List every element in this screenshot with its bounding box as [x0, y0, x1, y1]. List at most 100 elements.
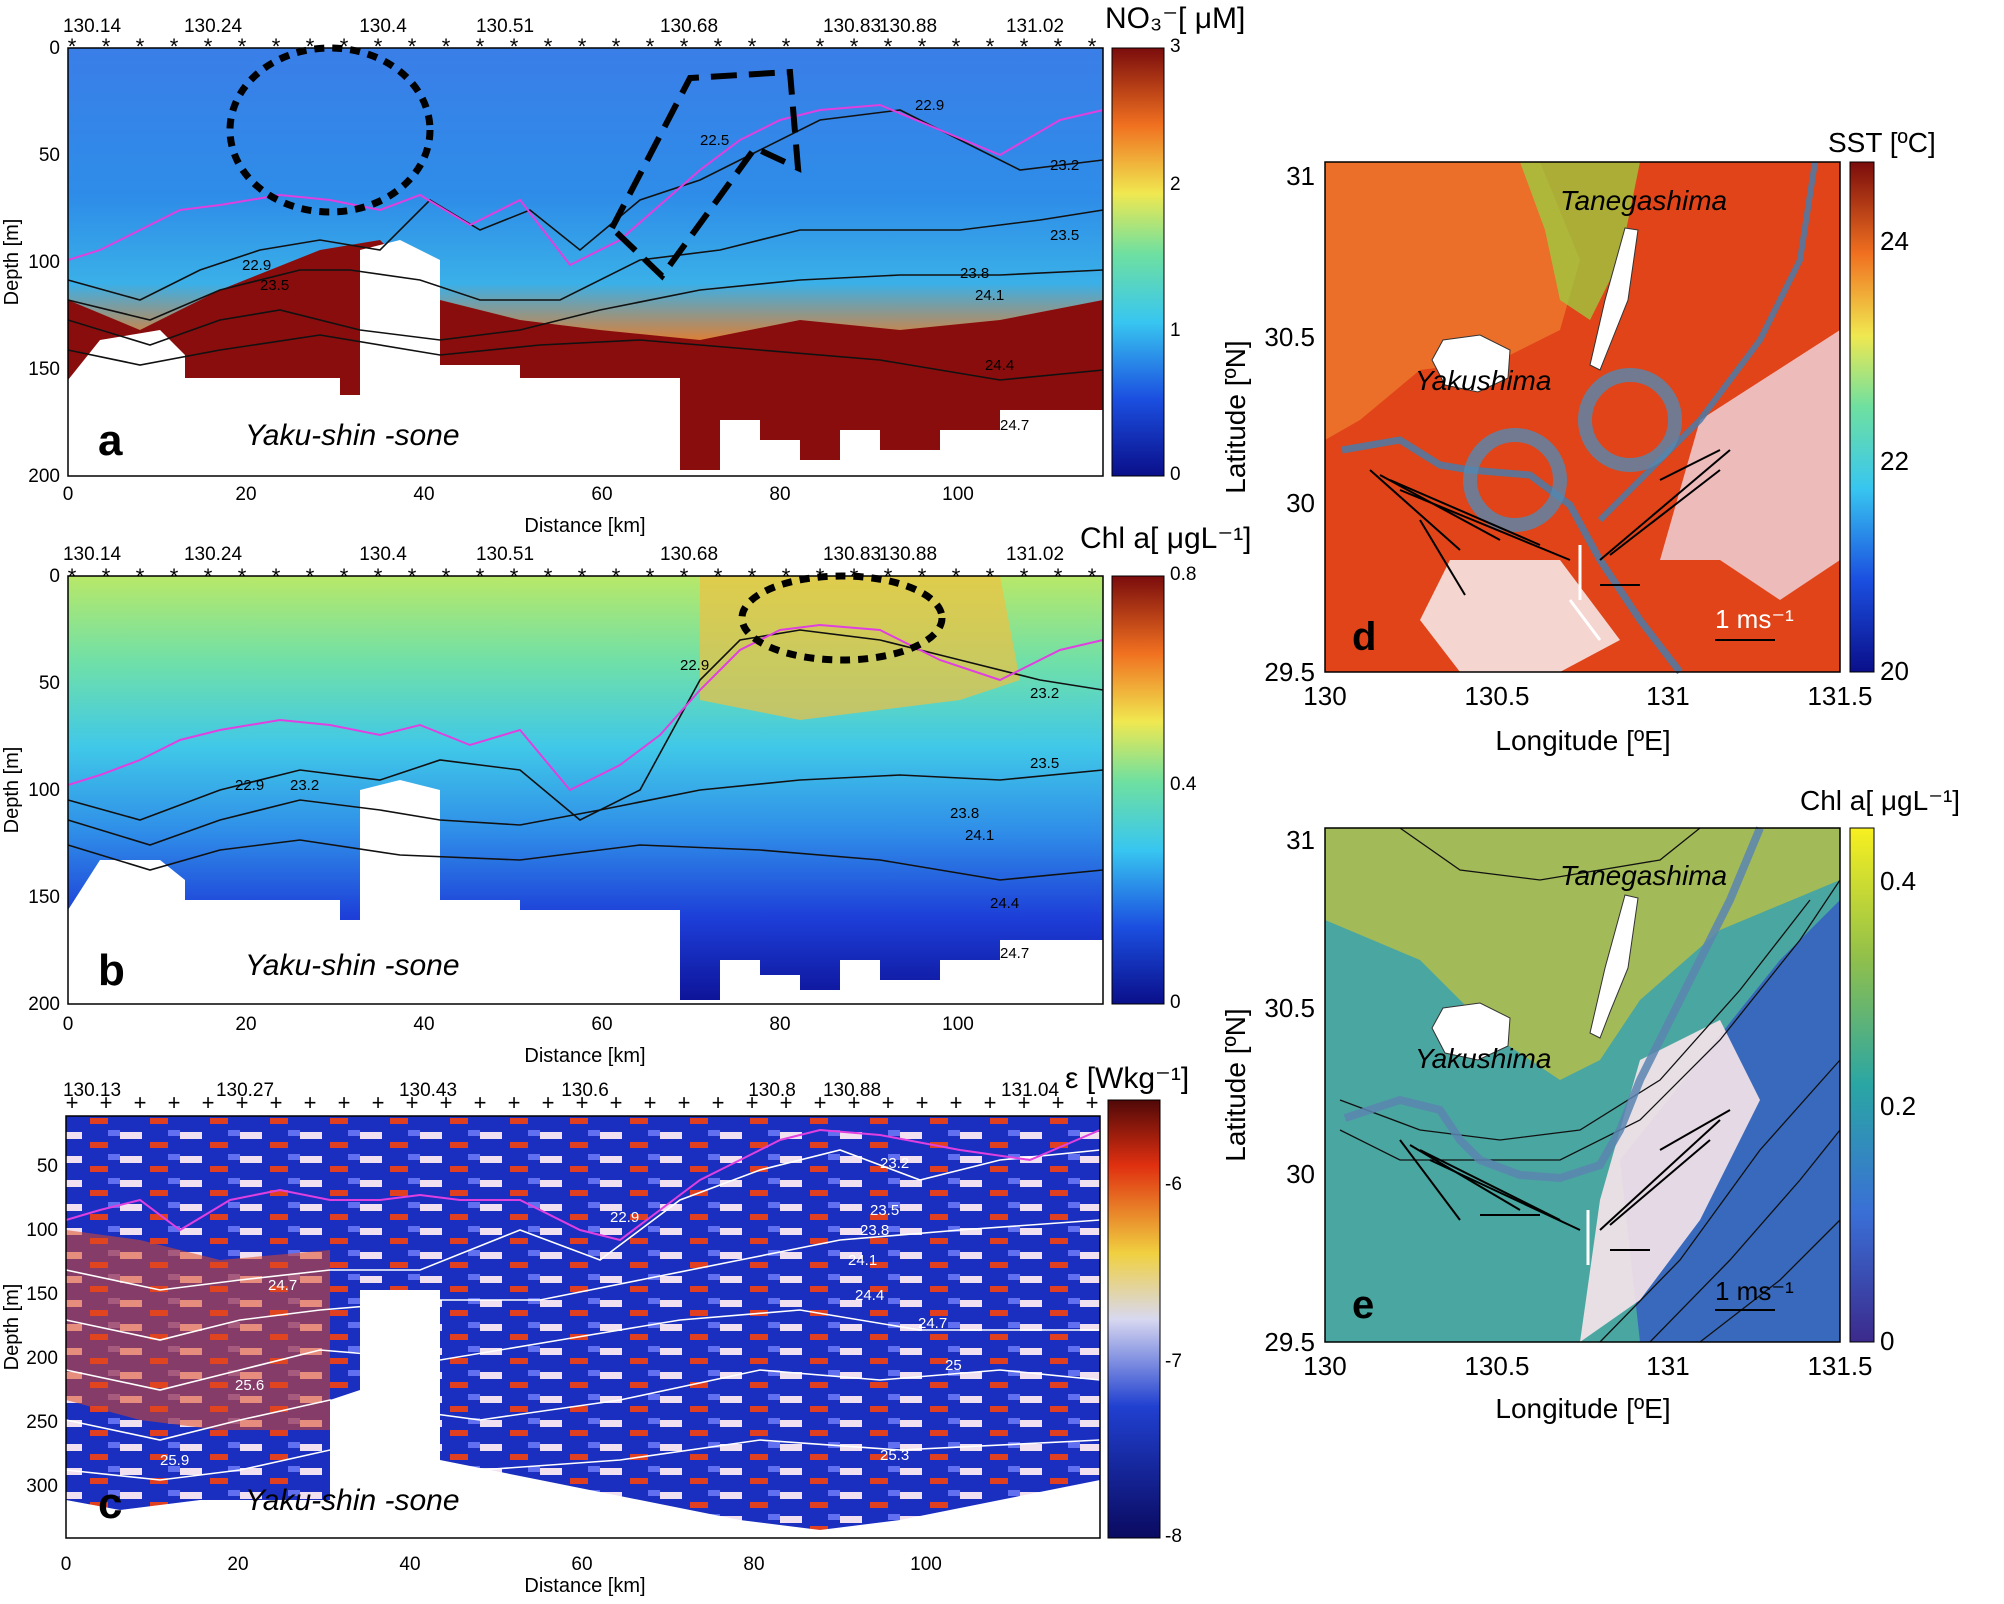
panel-e-y-tick: 30.5 — [1264, 993, 1315, 1023]
panel-e: Tanegashima Yakushima 1 ms⁻¹ e Longitude… — [1220, 785, 1960, 1424]
panel-d-kuroshio-path — [1341, 436, 1683, 675]
panel-c-station-marker: + — [916, 1090, 929, 1115]
panel-a-station-marker: * — [442, 34, 451, 59]
panel-c-station-marker: + — [304, 1090, 317, 1115]
panel-c-top-tick: 130.43 — [399, 1080, 457, 1101]
panel-a-station-marker: * — [306, 34, 315, 59]
panel-c-station-marker: + — [950, 1090, 963, 1115]
panel-c-station-marker: + — [780, 1090, 793, 1115]
panel-a-contour-label: 23.8 — [960, 265, 989, 282]
panel-a-station-marker: * — [1054, 34, 1063, 59]
panel-b-station-marker: * — [612, 564, 621, 589]
panel-c-station-marker: + — [440, 1090, 453, 1115]
panel-b-seabed — [68, 780, 880, 1004]
panel-a-seamount-label: Yaku-shin -sone — [245, 419, 460, 452]
panel-a-station-marker: * — [340, 34, 349, 59]
panel-c-y-tick: 150 — [26, 1284, 58, 1305]
panel-c-station-marker: + — [66, 1090, 79, 1115]
panel-a-station-marker: * — [680, 34, 689, 59]
panel-b-station-marker: * — [204, 564, 213, 589]
panel-c-letter: c — [98, 1479, 122, 1528]
panel-a-station-marker: * — [374, 34, 383, 59]
panel-c-y-tick: 200 — [26, 1348, 58, 1369]
panel-c-x-tick: 60 — [571, 1554, 592, 1575]
panel-d-warm-plume — [1325, 162, 1580, 440]
panel-c-axes — [65, 1115, 1101, 1539]
panel-b-station-marker: * — [544, 564, 553, 589]
panel-b-colorbar-tick: 0.8 — [1170, 564, 1196, 585]
panel-d-eddy-west — [1463, 428, 1567, 532]
panel-a-colorbar — [1111, 47, 1165, 477]
panel-c-station-marker: + — [236, 1090, 249, 1115]
panel-b-station-marker: * — [408, 564, 417, 589]
panel-a-colorbar-tick: 0 — [1170, 464, 1181, 485]
panel-b-top-tick: 130.4 — [359, 544, 407, 565]
panel-a-station-marker: * — [272, 34, 281, 59]
panel-c-station-marker: + — [100, 1090, 113, 1115]
panel-d-colorbar-tick: 20 — [1880, 656, 1909, 686]
panel-c-top-tick: 130.13 — [63, 1080, 121, 1101]
panel-c-xlabel: Distance [km] — [524, 1575, 645, 1597]
panel-a-station-marker: * — [68, 34, 77, 59]
panel-e-ylabel: Latitude [ºN] — [1220, 1008, 1251, 1161]
panel-b-mld-line — [67, 623, 1104, 792]
panel-e-y-tick: 29.5 — [1264, 1327, 1315, 1357]
panel-b-station-marker: * — [850, 564, 859, 589]
panel-a-axes — [67, 47, 1104, 477]
panel-c-contour-label: 23.8 — [860, 1222, 889, 1239]
panel-b-station-marker: * — [102, 564, 111, 589]
panel-a-station-marker: * — [816, 34, 825, 59]
panel-d-colorbar-tick: 22 — [1880, 446, 1909, 476]
panel-d-axes — [1324, 161, 1841, 673]
panel-a-station-marker: * — [646, 34, 655, 59]
panel-e-cloud — [1580, 1020, 1760, 1342]
panel-e-y-tick: 30 — [1286, 1159, 1315, 1189]
panel-b-station-marker: * — [714, 564, 723, 589]
panel-e-high-chl — [1325, 828, 1840, 1080]
panel-a-contour-label: 24.4 — [985, 357, 1014, 374]
panel-a-contour-label: 22.9 — [242, 257, 271, 274]
panel-a-station-marker: * — [136, 34, 145, 59]
panel-d-x-tick: 131 — [1646, 681, 1689, 711]
panel-b-x-tick: 80 — [769, 1014, 790, 1035]
panel-c-x-tick: 0 — [61, 1554, 72, 1575]
panel-a-station-marker: * — [612, 34, 621, 59]
panel-a-x-tick: 20 — [235, 484, 256, 505]
panel-c-station-marker: + — [746, 1090, 759, 1115]
panel-d-kuroshio-front — [1597, 161, 1818, 523]
panel-b-contour-label: 24.1 — [965, 827, 994, 844]
panel-c-station-marker: + — [644, 1090, 657, 1115]
panel-b-station-marker: * — [340, 564, 349, 589]
panel-d-colorbar-tick: 24 — [1880, 226, 1909, 256]
panel-b-x-tick: 100 — [942, 1014, 974, 1035]
panel-e-x-tick: 130 — [1303, 1351, 1346, 1381]
panel-d-letter: d — [1352, 615, 1376, 659]
panel-e-y-tick: 31 — [1286, 825, 1315, 855]
panel-c-station-marker: + — [474, 1090, 487, 1115]
panel-d-y-tick: 30.5 — [1264, 322, 1315, 352]
panel-a-contour-label: 23.5 — [1050, 227, 1079, 244]
panel-b-station-marker: * — [374, 564, 383, 589]
panel-b-letter: b — [98, 946, 125, 995]
panel-d-island-yakushima: Yakushima — [1415, 365, 1551, 396]
panel-c-station-marker: + — [508, 1090, 521, 1115]
panel-a-station-marker: * — [782, 34, 791, 59]
panel-a-xlabel: Distance [km] — [524, 515, 645, 537]
panel-a-x-tick: 80 — [769, 484, 790, 505]
panel-a-station-marker: * — [238, 34, 247, 59]
panel-e-colorbar-tick: 0.2 — [1880, 1091, 1916, 1121]
panel-b-colorbar-tick: 0.4 — [1170, 774, 1197, 795]
panel-c-top-tick: 131.04 — [1001, 1080, 1060, 1101]
panel-d-y-tick: 29.5 — [1264, 657, 1315, 687]
panel-c-contour-label: 24.4 — [855, 1287, 884, 1304]
panel-a-station-marker: * — [544, 34, 553, 59]
panel-b-contour-label: 22.9 — [235, 777, 264, 794]
panel-b-axes — [67, 575, 1104, 1005]
panel-c-station-marker: + — [134, 1090, 147, 1115]
panel-c-station-marker: + — [338, 1090, 351, 1115]
panel-c-station-marker: + — [168, 1090, 181, 1115]
panel-c-top-tick: 130.6 — [561, 1080, 609, 1101]
panel-b-top-tick: 130.51 — [476, 544, 534, 565]
